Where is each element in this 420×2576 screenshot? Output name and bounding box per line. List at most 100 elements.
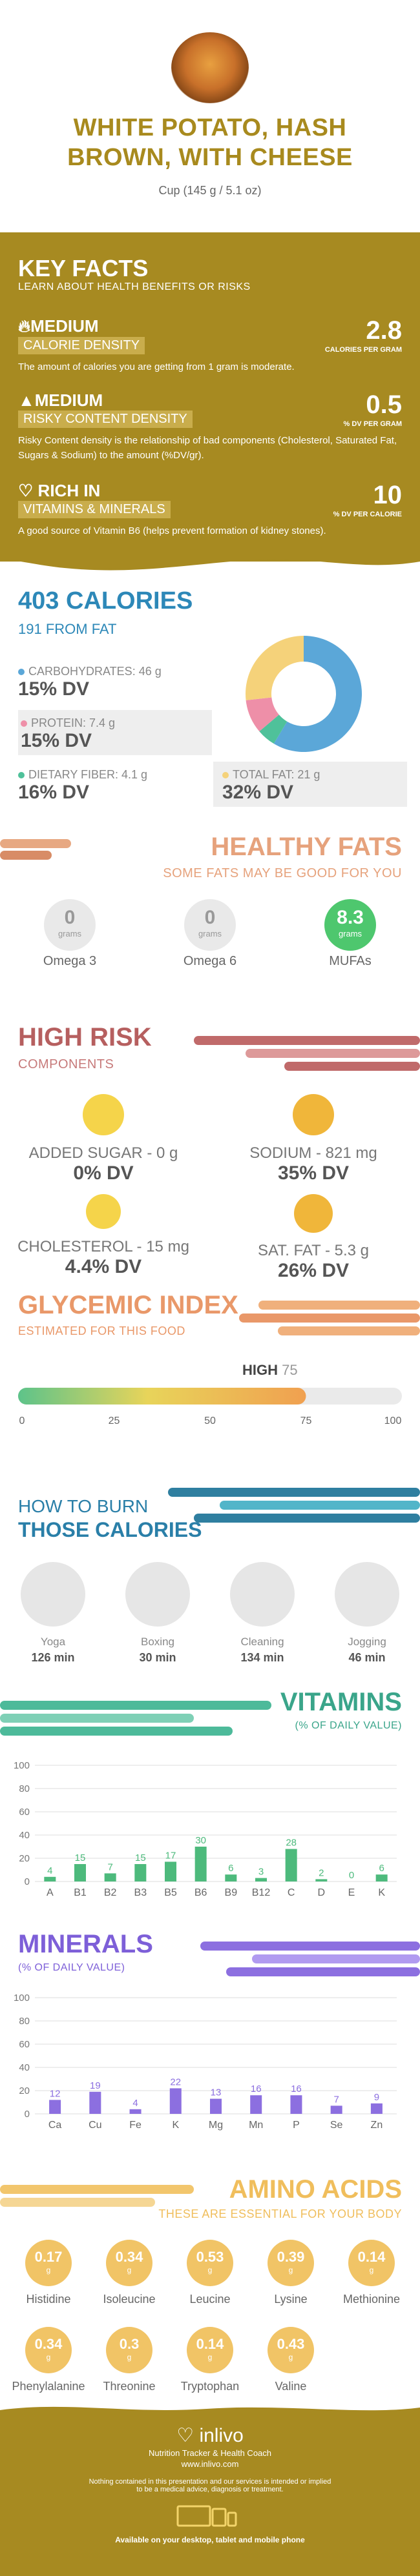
amino-acid-item: 0.53 g Leucine [168, 2240, 252, 2306]
omega6-value: 0 [204, 907, 216, 928]
exercise-jogging: Jogging 46 min [322, 1562, 412, 1665]
key-facts-subtitle: LEARN ABOUT HEALTH BENEFITS OR RISKS [18, 281, 251, 292]
decor-stripe [246, 1049, 420, 1058]
devices-icon [176, 2505, 237, 2527]
fact-risky-density: ▲MEDIUM RISKY CONTENT DENSITY 0.5 % DV P… [18, 390, 402, 463]
y-tick-label: 0 [25, 2109, 30, 2120]
heart-logo-icon: ♡ [176, 2425, 194, 2446]
burn-title-2: THOSE CALORIES [18, 1518, 202, 1541]
decor-stripe [252, 1954, 420, 1963]
bar [290, 2095, 302, 2114]
decor-stripe [220, 1501, 420, 1510]
bar [370, 2103, 383, 2114]
decor-stripe [0, 851, 52, 860]
y-tick-label: 60 [19, 1807, 30, 1818]
amino-acid-value: 0.43 [277, 2336, 305, 2352]
amino-acid-unit: g [207, 2266, 213, 2275]
y-tick-label: 60 [19, 2039, 30, 2050]
heart-icon: ♡ [18, 481, 38, 500]
decor-stripe [258, 1301, 420, 1310]
y-tick-label: 20 [19, 1853, 30, 1864]
footer-url[interactable]: www.inlivo.com [181, 2459, 239, 2469]
smiley-face-icon [83, 1094, 124, 1135]
x-tick-label: C [288, 1887, 295, 1898]
footer-disclaimer-2: to be a medical advice, diagnosis or tre… [136, 2486, 284, 2493]
decor-stripe [0, 2198, 155, 2207]
fat-dv: 32% DV [222, 782, 294, 803]
amino-acid-label: Lysine [274, 2293, 308, 2306]
y-tick-label: 80 [19, 2016, 30, 2027]
amino-acid-circle: 0.43 g [268, 2327, 314, 2373]
decor-stripe [200, 1942, 420, 1951]
fact-calorie-density: 🔥︎MEDIUM CALORIE DENSITY 2.8 CALORIES PE… [18, 316, 402, 374]
glycemic-title: GLYCEMIC INDEX [18, 1291, 238, 1319]
macro-carbs: CARBOHYDRATES: 46 g 15% DV [18, 658, 205, 704]
fact-value: 2.8 [366, 316, 402, 345]
bar-value-label: 0 [349, 1870, 354, 1881]
fact-description: The amount of calories you are getting f… [18, 361, 295, 372]
key-facts-title: KEY FACTS [18, 255, 149, 281]
fiber-label: DIETARY FIBER: 4.1 g [28, 768, 148, 781]
bar [330, 2105, 342, 2114]
carbs-label: CARBOHYDRATES: 46 g [28, 665, 162, 678]
fact-level: RICH IN [37, 481, 101, 500]
fat-label: TOTAL FAT: 21 g [233, 768, 320, 781]
glycemic-tick-label: 100 [384, 1415, 402, 1426]
risk-label: ADDED SUGAR - 0 g [28, 1144, 178, 1162]
amino-acid-unit: g [288, 2353, 293, 2362]
fact-kind: VITAMINS & MINERALS [23, 502, 165, 516]
fact-value: 0.5 [366, 390, 402, 419]
decor-stripe [284, 1062, 420, 1071]
risk-dv: 0% DV [73, 1162, 134, 1184]
omega3-circle: 0 grams [44, 899, 96, 951]
bar-value-label: 6 [379, 1863, 384, 1874]
y-tick-label: 40 [19, 1830, 30, 1841]
decor-stripe [168, 1488, 420, 1497]
bar [210, 2098, 222, 2114]
bar [104, 1873, 116, 1881]
risk-added-sugar: ADDED SUGAR - 0 g 0% DV [13, 1094, 194, 1184]
brand-name: inlivo [199, 2425, 244, 2446]
bar-value-label: 30 [195, 1835, 206, 1846]
risk-dv: 4.4% DV [65, 1256, 142, 1277]
bar [129, 2109, 142, 2114]
amino-acid-circle: 0.39 g [268, 2240, 314, 2286]
bar-value-label: 6 [228, 1863, 233, 1874]
amino-acid-circle: 0.34 g [25, 2327, 72, 2373]
donut-slice-fat [246, 636, 304, 700]
bar-value-label: 16 [251, 2084, 262, 2094]
glycemic-reading: HIGH 75 [242, 1362, 298, 1379]
exercise-label: Yoga [40, 1636, 66, 1648]
fiber-dot [18, 772, 25, 778]
risk-cholesterol: CHOLESTEROL - 15 mg 4.4% DV [13, 1194, 194, 1278]
amino-acid-circle: 0.53 g [187, 2240, 233, 2286]
y-tick-label: 80 [19, 1783, 30, 1794]
amino-acid-circle: 0.14 g [187, 2327, 233, 2373]
x-tick-label: B2 [104, 1887, 117, 1898]
flame-icon: 🔥︎ [18, 316, 31, 336]
mufa-unit: grams [338, 929, 362, 938]
donut-slice-carbs [273, 636, 362, 752]
bar-value-label: 15 [135, 1852, 146, 1863]
jogging-icon [335, 1562, 399, 1627]
x-tick-label: Mn [249, 2120, 263, 2131]
food-photo [171, 32, 249, 103]
amino-acid-value: 0.14 [357, 2249, 386, 2265]
protein-dv: 15% DV [21, 730, 92, 751]
amino-acid-circle: 0.14 g [348, 2240, 395, 2286]
vitamins-subtitle: (% OF DAILY VALUE) [295, 1720, 402, 1731]
fact-description: A good source of Vitamin B6 (helps preve… [18, 525, 326, 536]
exercise-boxing: Boxing 30 min [112, 1562, 203, 1665]
exercise-label: Jogging [348, 1636, 386, 1648]
vitamins-title: VITAMINS [280, 1688, 402, 1716]
amino-subtitle: THESE ARE ESSENTIAL FOR YOUR BODY [158, 2207, 402, 2220]
y-tick-label: 0 [25, 1876, 30, 1887]
x-tick-label: K [378, 1887, 385, 1898]
amino-acid-value: 0.3 [119, 2336, 140, 2352]
footer-availability: Available on your desktop, tablet and mo… [115, 2535, 305, 2544]
footer-disclaimer-1: Nothing contained in this presentation a… [89, 2478, 331, 2486]
burn-title-1: HOW TO BURN [18, 1496, 149, 1516]
footer-tagline: Nutrition Tracker & Health Coach [148, 2448, 272, 2458]
decor-stripe [0, 1727, 233, 1736]
mufa-label: MUFAs [329, 954, 372, 968]
